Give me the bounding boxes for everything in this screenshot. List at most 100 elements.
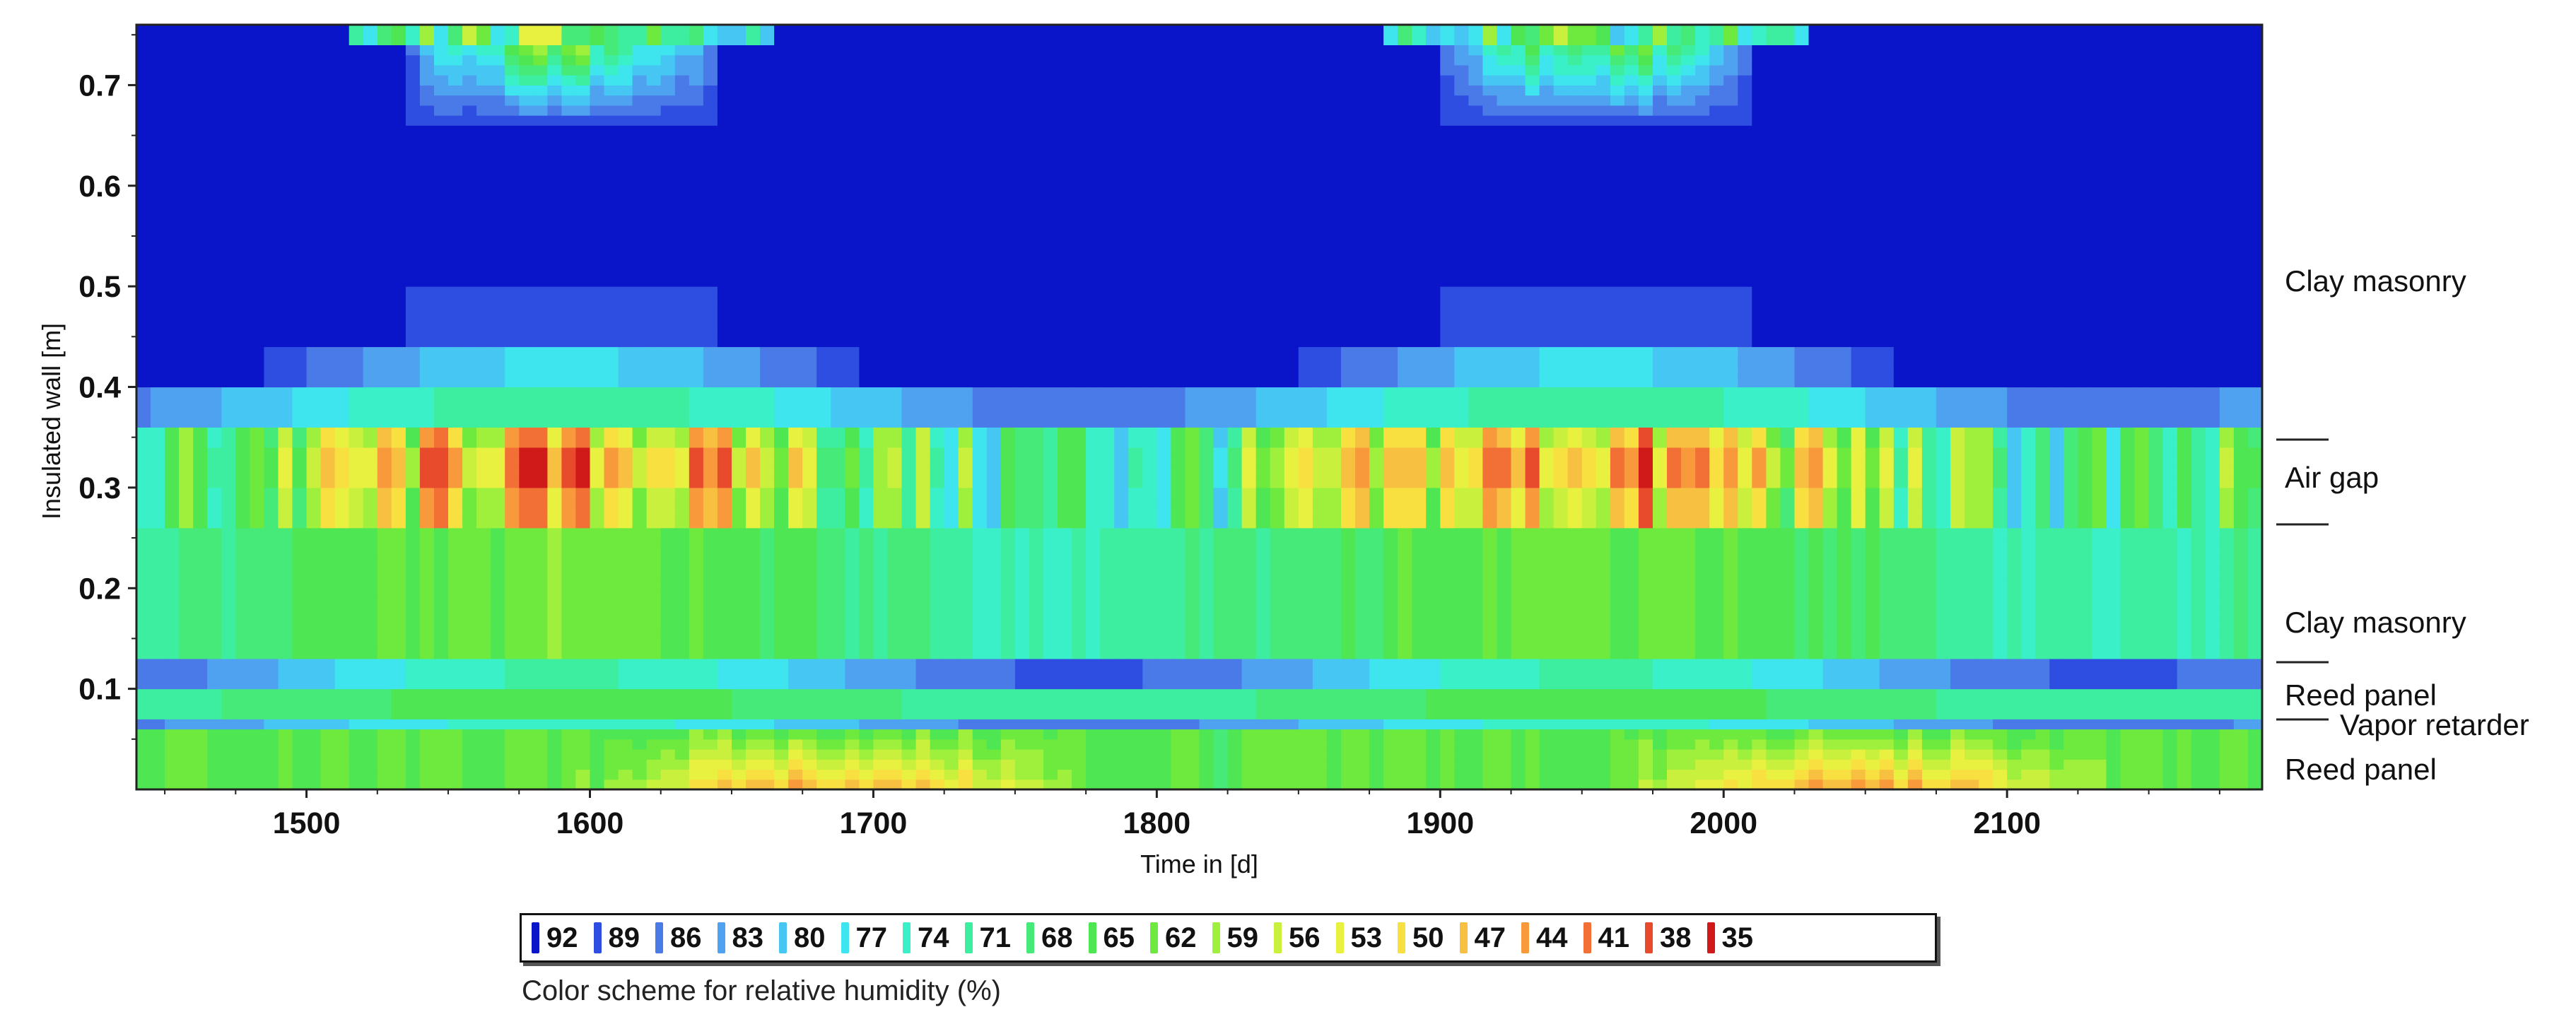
heatmap-cell bbox=[292, 598, 308, 609]
heatmap-cell bbox=[816, 498, 831, 508]
heatmap-cell bbox=[774, 407, 789, 418]
heatmap-cell bbox=[1043, 145, 1058, 156]
heatmap-cell bbox=[604, 527, 619, 539]
heatmap-cell bbox=[944, 236, 959, 247]
heatmap-cell bbox=[1058, 498, 1072, 508]
heatmap-cell bbox=[703, 327, 718, 337]
heatmap-cell bbox=[235, 286, 250, 297]
heatmap-cell bbox=[845, 498, 860, 508]
heatmap-cell bbox=[533, 316, 548, 327]
heatmap-cell bbox=[1058, 769, 1072, 780]
heatmap-cell bbox=[334, 45, 350, 56]
heatmap-cell bbox=[391, 658, 406, 669]
heatmap-cell bbox=[434, 638, 449, 649]
heatmap-cell bbox=[944, 185, 959, 196]
heatmap-cell bbox=[448, 749, 463, 760]
heatmap-cell bbox=[278, 598, 293, 609]
heatmap-cell bbox=[193, 165, 208, 177]
heatmap-cell bbox=[193, 578, 208, 589]
heatmap-cell bbox=[618, 135, 633, 146]
heatmap-cell bbox=[590, 216, 605, 227]
heatmap-cell bbox=[334, 85, 350, 96]
heatmap-cell bbox=[136, 165, 151, 177]
heatmap-cell bbox=[462, 246, 477, 257]
heatmap-cell bbox=[306, 256, 322, 267]
heatmap-cell bbox=[760, 527, 775, 539]
heatmap-cell bbox=[604, 296, 619, 307]
heatmap-cell bbox=[717, 165, 732, 177]
heatmap-cell bbox=[845, 346, 860, 358]
heatmap-cell bbox=[575, 85, 590, 96]
heatmap-cell bbox=[334, 477, 350, 488]
heatmap-cell bbox=[1014, 437, 1030, 448]
heatmap-cell bbox=[689, 749, 704, 760]
heatmap-cell bbox=[533, 75, 548, 86]
heatmap-cell bbox=[774, 648, 789, 659]
heatmap-cell bbox=[1058, 477, 1072, 488]
heatmap-cell bbox=[306, 729, 322, 740]
heatmap-cell bbox=[802, 487, 817, 498]
heatmap-cell bbox=[732, 125, 747, 136]
heatmap-cell bbox=[165, 638, 180, 649]
heatmap-cell bbox=[235, 477, 250, 488]
heatmap-cell bbox=[334, 457, 350, 468]
heatmap-cell bbox=[590, 517, 605, 529]
heatmap-cell bbox=[660, 739, 676, 750]
heatmap-cell bbox=[646, 769, 662, 780]
heatmap-cell bbox=[377, 769, 392, 780]
heatmap-cell bbox=[519, 427, 534, 438]
heatmap-cell bbox=[519, 598, 534, 609]
heatmap-cell bbox=[859, 75, 874, 86]
heatmap-cell bbox=[519, 35, 534, 45]
heatmap-cell bbox=[788, 367, 803, 377]
heatmap-cell bbox=[887, 356, 903, 368]
heatmap-cell bbox=[660, 125, 676, 136]
heatmap-cell bbox=[306, 477, 322, 488]
heatmap-cell bbox=[901, 648, 917, 659]
heatmap-cell bbox=[774, 165, 789, 177]
heatmap-cell bbox=[717, 145, 732, 156]
heatmap-cell bbox=[391, 125, 406, 136]
heatmap-cell bbox=[491, 417, 505, 428]
heatmap-cell bbox=[476, 618, 491, 629]
heatmap-cell bbox=[732, 346, 747, 358]
heatmap-cell bbox=[235, 175, 250, 187]
heatmap-cell bbox=[703, 25, 718, 35]
heatmap-cell bbox=[674, 517, 690, 529]
heatmap-cell bbox=[788, 327, 803, 337]
heatmap-cell bbox=[264, 538, 279, 548]
heatmap-cell bbox=[292, 64, 308, 76]
heatmap-cell bbox=[887, 588, 903, 599]
heatmap-cell bbox=[405, 276, 421, 287]
heatmap-cell bbox=[519, 175, 534, 187]
heatmap-cell bbox=[915, 538, 931, 548]
heatmap-cell bbox=[419, 356, 435, 368]
heatmap-cell bbox=[986, 588, 1002, 599]
heatmap-cell bbox=[816, 407, 831, 418]
heatmap-cell bbox=[519, 206, 534, 217]
heatmap-cell bbox=[179, 688, 194, 700]
heatmap-cell bbox=[462, 638, 477, 649]
heatmap-cell bbox=[972, 95, 988, 106]
heatmap-cell bbox=[760, 688, 775, 700]
heatmap-cell bbox=[972, 75, 988, 86]
heatmap-cell bbox=[930, 286, 945, 297]
heatmap-cell bbox=[363, 236, 378, 247]
heatmap-cell bbox=[674, 568, 690, 579]
heatmap-cell bbox=[646, 125, 662, 136]
heatmap-cell bbox=[1000, 507, 1016, 519]
heatmap-cell bbox=[363, 769, 378, 780]
heatmap-cell bbox=[320, 145, 336, 156]
heatmap-cell bbox=[887, 367, 903, 377]
heatmap-cell bbox=[193, 678, 208, 690]
heatmap-cell bbox=[986, 206, 1002, 217]
heatmap-cell bbox=[717, 588, 732, 599]
heatmap-cell bbox=[221, 296, 236, 307]
heatmap-cell bbox=[746, 64, 761, 76]
heatmap-cell bbox=[590, 196, 605, 206]
heatmap-cell bbox=[250, 608, 264, 619]
heatmap-cell bbox=[377, 387, 392, 398]
heatmap-cell bbox=[646, 678, 662, 690]
heatmap-cell bbox=[972, 225, 988, 237]
heatmap-cell bbox=[746, 95, 761, 106]
